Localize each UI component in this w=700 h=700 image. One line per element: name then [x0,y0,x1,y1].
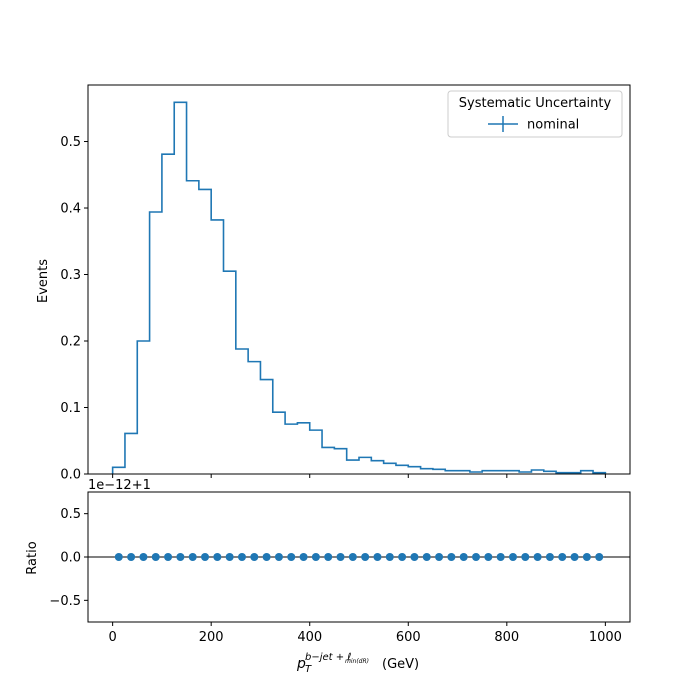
ratio-offset-text: 1e−12+1 [88,478,151,493]
ratio-point [472,553,481,561]
ratio-point [164,553,173,561]
ratio-point [361,553,370,561]
main-panel: 0.0 0.1 0.2 0.3 0.4 0.5 Events Systematic Unc… [36,84,631,483]
ratio-x-tick-label: 0 [108,630,116,645]
main-y-tick-label: 0.5 [60,135,81,150]
ratio-x-ticks: 0 200 400 600 800 1000 [108,622,622,645]
ratio-point [201,553,210,561]
ratio-point [385,553,394,561]
x-axis-label-sub: T [305,664,312,675]
ratio-point [299,553,308,561]
legend-title: Systematic Uncertainty [459,96,612,111]
ratio-point [496,553,505,561]
histogram-step-nominal [111,101,607,474]
main-y-ticks: 0.0 0.1 0.2 0.3 0.4 0.5 [60,135,88,483]
ratio-point [595,553,604,561]
ratio-point [348,553,357,561]
ratio-x-tick-label: 400 [297,630,322,645]
ratio-point [545,553,554,561]
legend-marker-nominal-icon [488,116,518,132]
main-axes-frame [87,84,631,475]
ratio-point [373,553,382,561]
ratio-point [324,553,333,561]
main-y-tick-label: 0.1 [60,401,81,416]
ratio-point [410,553,419,561]
x-axis-label-unit: (GeV) [382,657,419,672]
x-axis-label-base: p [296,656,306,672]
ratio-y-axis-label: Ratio [25,541,40,574]
ratio-point [435,553,444,561]
main-y-tick-label: 0.0 [60,468,81,483]
ratio-x-tick-label: 800 [494,630,519,645]
main-y-tick-label: 0.3 [60,268,81,283]
main-series-group [111,101,607,474]
main-y-tick-label: 0.4 [60,202,81,217]
ratio-point [225,553,234,561]
ratio-point [213,553,222,561]
ratio-x-tick-label: 1000 [589,630,622,645]
ratio-point [176,553,185,561]
legend: Systematic Uncertainty nominal [447,90,623,138]
legend-entry-nominal: nominal [527,118,579,133]
ratio-y-tick-label: 0.5 [60,507,81,522]
ratio-x-tick-label: 600 [396,630,421,645]
ratio-point [398,553,407,561]
ratio-point [558,553,567,561]
ratio-point [582,553,591,561]
ratio-y-tick-label: −0.5 [49,594,81,609]
ratio-point [151,553,160,561]
ratio-axes-frame [87,491,631,623]
ratio-point [262,553,271,561]
ratio-panel: −0.5 0.0 0.5 0 200 400 600 800 1000 1e−12+1 Rat… [25,478,631,675]
ratio-point [287,553,296,561]
ratio-point [459,553,468,561]
ratio-point [250,553,259,561]
ratio-point [188,553,197,561]
x-axis-label: p T b−jet + ℓ min(dR) (GeV) [296,652,419,675]
main-y-tick-label: 0.2 [60,335,81,350]
main-y-axis-label: Events [36,259,51,303]
ratio-point [422,553,431,561]
ratio-point [484,553,493,561]
main-x-ticks [112,474,606,478]
ratio-point [139,553,148,561]
ratio-point [274,553,283,561]
ratio-point [521,553,530,561]
ratio-y-tick-label: 0.0 [60,551,81,566]
ratio-point [237,553,246,561]
x-axis-label-sup: b−jet + ℓ [305,652,351,663]
x-axis-label-sup-sub: min(dR) [345,658,369,665]
ratio-point [127,553,136,561]
ratio-points-group [114,553,604,561]
ratio-point [447,553,456,561]
legend-box [447,90,623,138]
ratio-point [336,553,345,561]
ratio-point [570,553,579,561]
ratio-point [508,553,517,561]
ratio-x-tick-label: 200 [199,630,224,645]
ratio-point [114,553,123,561]
ratio-point [311,553,320,561]
ratio-y-ticks: −0.5 0.0 0.5 [49,507,88,609]
ratio-point [533,553,542,561]
